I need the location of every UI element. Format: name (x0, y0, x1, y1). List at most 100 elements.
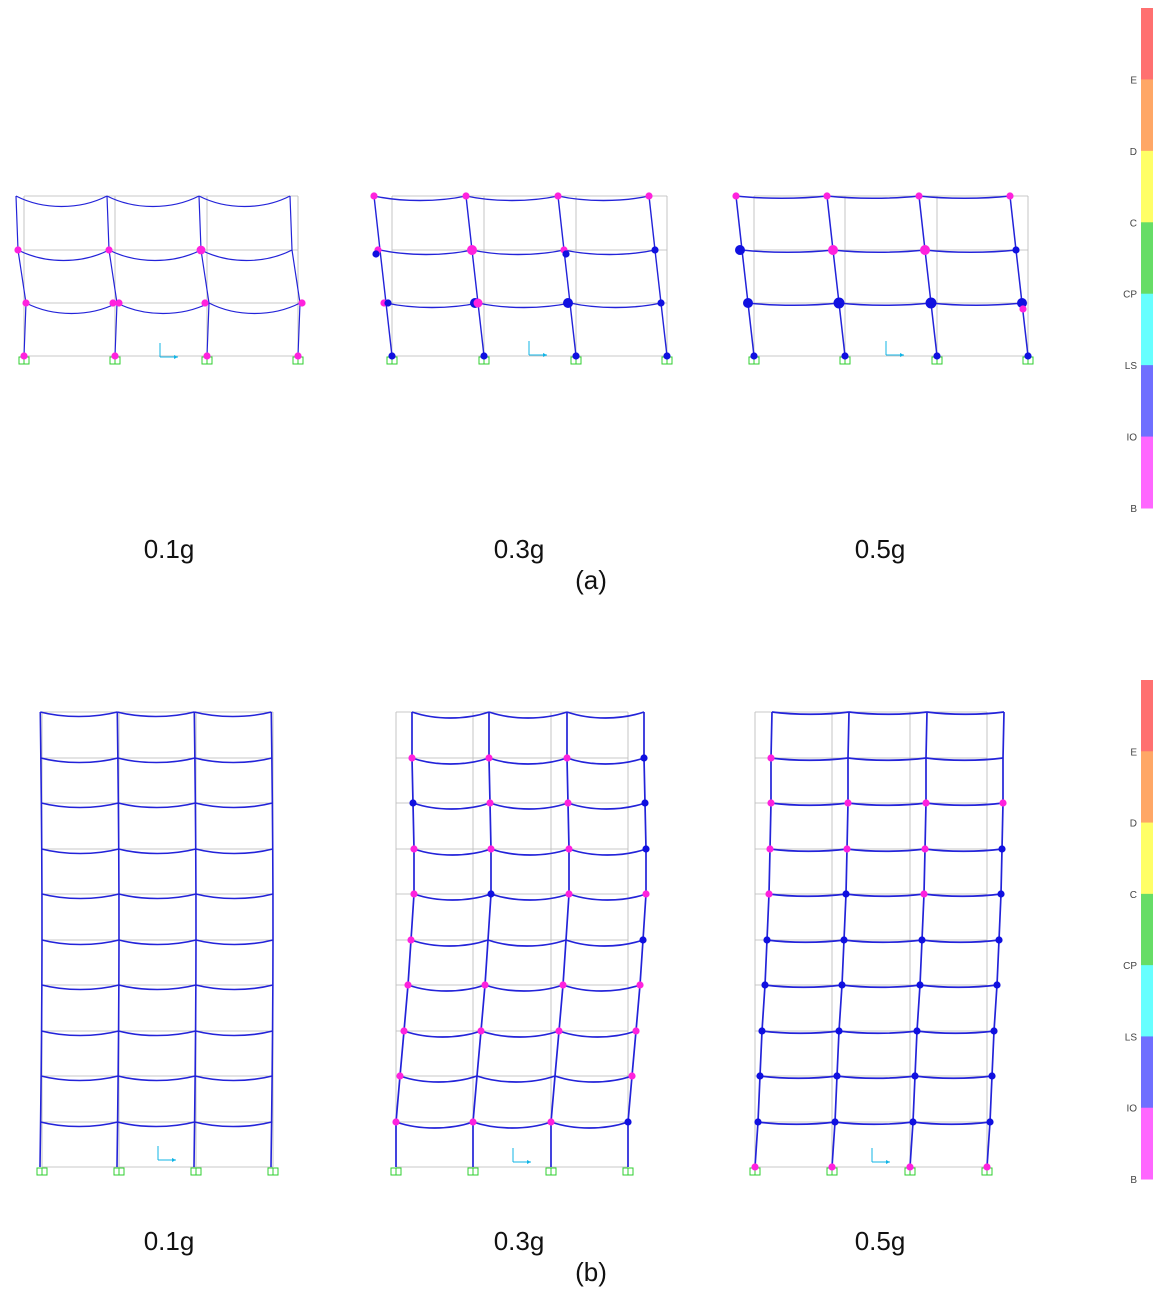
legend-label-b: B (1130, 504, 1137, 515)
plastic-hinge (911, 1072, 919, 1080)
figure-a-row (14, 192, 1034, 365)
legend-band-5 (1141, 1036, 1153, 1109)
deformed-beam (41, 893, 120, 900)
deformed-column (465, 195, 485, 357)
plastic-hinge (555, 1027, 563, 1035)
deformed-beam (410, 939, 489, 947)
plastic-hinge (918, 936, 926, 944)
deformed-beam (399, 1075, 478, 1083)
plastic-hinge (990, 1027, 998, 1035)
figure-b-row (36, 711, 1007, 1176)
caption-a-0.1g: 0.1g (144, 534, 195, 564)
plastic-hinge (735, 245, 745, 255)
caption-a-0.5g: 0.5g (855, 534, 906, 564)
legend-band-6 (1141, 1107, 1153, 1180)
frame-a-0.3g (370, 192, 673, 365)
deformed-beam (40, 711, 118, 718)
deformed-beam (484, 984, 564, 992)
legend-band-2 (1141, 822, 1153, 895)
plastic-hinge (404, 981, 412, 989)
deformed-beam (841, 984, 921, 989)
plastic-hinge (109, 299, 117, 307)
deformed-beam (118, 1030, 196, 1037)
plastic-hinge (201, 299, 209, 307)
deformed-beam (465, 195, 559, 202)
deformed-beam (771, 711, 850, 716)
plastic-hinge (410, 845, 418, 853)
plastic-hinge (384, 299, 392, 307)
legend-band-3 (1141, 893, 1153, 966)
deformed-beam (836, 1075, 916, 1080)
plastic-hinge (462, 192, 470, 200)
plastic-hinge (486, 799, 494, 807)
frame-a-0.5g (732, 192, 1034, 365)
plastic-hinge (833, 297, 845, 309)
deformed-beam (195, 1030, 273, 1037)
deformed-column (735, 195, 755, 357)
deformed-beam (40, 757, 119, 764)
plastic-hinge (916, 981, 924, 989)
plastic-hinge (663, 352, 671, 360)
deformed-beam (118, 848, 196, 855)
deformed-beam (41, 802, 119, 809)
plastic-hinge (999, 799, 1007, 807)
plastic-hinge (1006, 192, 1014, 200)
plastic-hinge (467, 245, 477, 255)
legend-b: E D C CP LS IO B (1123, 680, 1153, 1186)
deformed-column (918, 195, 938, 357)
plastic-hinge (921, 845, 929, 853)
plastic-hinge (993, 981, 1001, 989)
deformed-beam (379, 249, 473, 256)
plastic-hinge (298, 299, 306, 307)
deformed-beam (838, 302, 932, 306)
plastic-hinge (396, 1072, 404, 1080)
deformed-beam (407, 984, 486, 992)
plastic-hinge (547, 1118, 555, 1126)
deformed-column (648, 195, 668, 357)
axis-arrow-icon (174, 355, 178, 359)
plastic-hinge (750, 352, 758, 360)
plastic-hinge (828, 1163, 836, 1171)
plastic-hinge (1019, 305, 1027, 313)
deformed-beam (569, 302, 662, 309)
deformed-beam (194, 1075, 273, 1082)
plastic-hinge (392, 1118, 400, 1126)
deformed-beam (843, 939, 923, 944)
deformed-beam (17, 249, 110, 262)
plastic-hinge (624, 1118, 632, 1126)
deformed-beam (916, 1030, 995, 1035)
plastic-hinge (920, 890, 928, 898)
axis-arrow-icon (886, 1160, 890, 1164)
legend-label-d: D (1130, 147, 1137, 158)
plastic-hinge (572, 352, 580, 360)
deformed-beam (194, 1121, 272, 1128)
plastic-hinge (842, 890, 850, 898)
plastic-hinge (756, 1072, 764, 1080)
deformed-beam (562, 984, 641, 992)
legend-band-3 (1141, 222, 1153, 295)
legend-label-ls: LS (1125, 361, 1138, 372)
deformed-beam (924, 848, 1003, 853)
deformed-beam (826, 195, 920, 199)
deformed-beam (195, 802, 273, 809)
plastic-hinge (922, 799, 930, 807)
plastic-hinge (477, 1027, 485, 1035)
deformed-beam (563, 249, 656, 256)
plastic-hinge (915, 192, 923, 200)
frame-b-0.3g (390, 711, 650, 1176)
deformed-beam (566, 711, 645, 719)
deformed-beam (117, 1121, 195, 1128)
subfigure-label-a: (a) (575, 565, 607, 595)
plastic-hinge (565, 890, 573, 898)
deformed-beam (40, 1121, 118, 1128)
plastic-hinge (843, 845, 851, 853)
deformed-beam (565, 939, 644, 947)
plastic-hinge (986, 1118, 994, 1126)
plastic-hinge (823, 192, 831, 200)
plastic-hinge (372, 250, 380, 258)
plastic-hinge (487, 890, 495, 898)
deformed-beam (403, 1030, 482, 1038)
deformed-beam (195, 893, 274, 900)
legend-band-2 (1141, 150, 1153, 223)
